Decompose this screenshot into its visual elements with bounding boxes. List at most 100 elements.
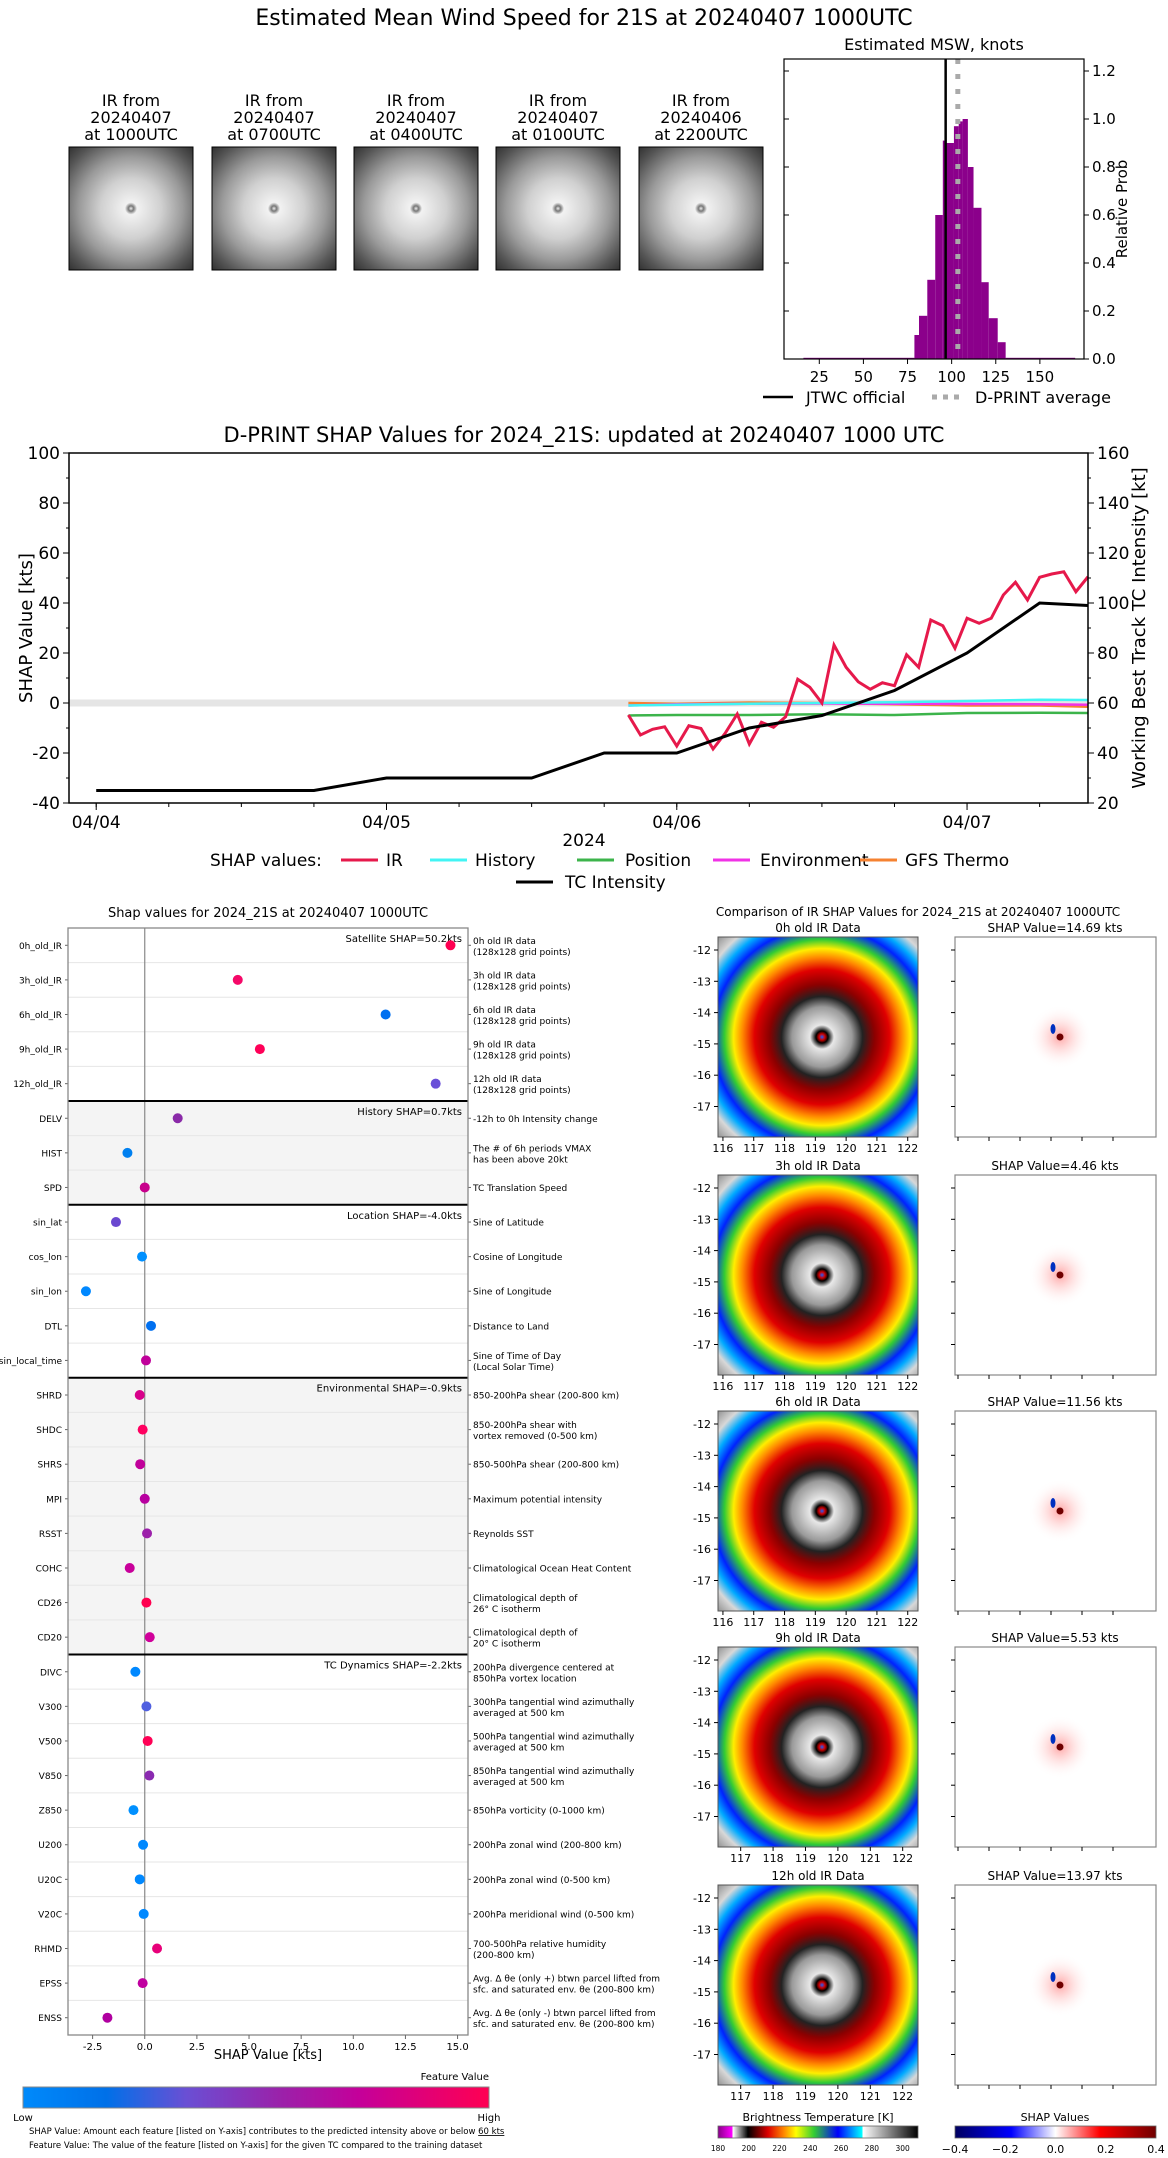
feature-description: Sine of Latitude [473,1219,544,1229]
shap-dot-DTL [146,1320,157,1331]
feature-name: cos_lon [29,1253,62,1263]
ir-panel-title: 3h old IR Data [775,1159,861,1173]
x-tick-label: 25 [810,368,829,386]
histogram-frame [783,58,1085,360]
feature-name: RSST [39,1530,63,1540]
feature-description: 12h old IR data [473,1075,542,1085]
y-tick-label: 0.4 [1092,254,1116,272]
lat-tick-label: -16 [693,1779,711,1792]
footnote-shap-baseline: 60 kts [478,2127,505,2137]
ir-brightness-map [718,1411,918,1611]
comparison-title: Comparison of IR SHAP Values for 2024_21… [716,905,1120,919]
shap-dot-EPSS [137,1978,148,1989]
lat-tick-label: -17 [693,1101,711,1114]
feature-description: 9h old IR data [473,1041,536,1051]
lat-tick-label: -12 [693,1892,711,1905]
y-tick-label: 1.2 [1092,62,1116,80]
legend-label: IR [386,851,403,871]
histogram-bar [935,215,943,359]
ir-thumbnail-image [68,146,194,271]
y-tick-label: 60 [38,544,60,564]
ir-map-frame [717,1410,919,1612]
shap-map-negative-blob [1050,1972,1056,1982]
feature-name: sin_lat [33,1219,62,1229]
ir-thumbnail-image [495,146,621,271]
lat-tick-label: -14 [693,1481,711,1494]
lon-tick-label: 121 [866,1380,887,1393]
x-tick-label: 2.5 [189,2042,205,2053]
feature-description: sfc. and saturated env. θe (200-800 km) [473,2020,655,2030]
shap-map-negative-blob [1050,1734,1056,1744]
feature-description: Climatological depth of [473,1594,578,1604]
legend-label: History [475,851,535,871]
feature-name: V20C [38,1910,62,1920]
feature-description: 850hPa tangential wind azimuthally [473,1767,635,1777]
shap-map-positive-blob [1056,1743,1064,1751]
lat-tick-label: -17 [693,2049,711,2062]
feature-description: (128x128 grid points) [473,1052,571,1062]
lat-tick-label: -12 [693,1654,711,1667]
thumbnail-title-line: IR from [387,91,445,110]
feature-name: V500 [39,1737,63,1747]
shap-dot-CD26 [141,1597,152,1608]
x-tick-label: 10.0 [342,2042,364,2053]
timeseries-xlabel: 2024 [562,831,605,851]
legend-label: GFS Thermo [905,851,1009,871]
colorbar-high-label: High [478,2113,501,2124]
series-line-position [628,711,1089,717]
lon-tick-label: 116 [712,1142,733,1155]
comparison-row-3: 9h old IR Data SHAP Value=5.53 kts -12 -13 -… [693,1631,1157,1865]
shap-plot-frame [67,927,469,2036]
x-tick-label: 04/06 [652,813,701,833]
histogram-ylabel: Relative Prob [1113,160,1131,259]
lat-tick-label: -14 [693,1007,711,1020]
ir-panel-title: 9h old IR Data [775,1631,861,1645]
group-label: Satellite SHAP=50.2kts [346,934,462,945]
y-tick-label: 80 [38,494,60,514]
feature-shap-plot: Shap values for 2024_21S at 20240407 100… [0,906,660,2151]
feature-name: V300 [39,1703,63,1713]
shap-map [954,1410,1157,1612]
feature-description: (128x128 grid points) [473,1017,571,1027]
lon-tick-label: 119 [805,1380,826,1393]
bt-colorbar-tick: 300 [895,2144,910,2153]
shap-panel-title: SHAP Value=11.56 kts [988,1395,1123,1409]
shap-panel-title: SHAP Value=13.97 kts [988,1869,1123,1883]
feature-name: EPSS [39,1980,62,1990]
x-tick-label: -2.5 [83,2042,103,2053]
x-tick-label: 7.5 [293,2042,309,2053]
feature-name: HIST [41,1149,62,1159]
lon-tick-label: 120 [836,1380,857,1393]
histogram-bar [973,207,982,359]
y-right-tick-label: 60 [1097,694,1119,714]
x-tick-label: 04/05 [362,813,411,833]
x-tick-label: 75 [898,368,917,386]
lat-tick-label: -16 [693,1543,711,1556]
feature-description: (128x128 grid points) [473,1086,571,1096]
x-tick-label: 125 [981,368,1010,386]
lat-tick-label: -15 [693,1748,711,1761]
lat-tick-label: -12 [693,1418,711,1431]
feature-description: 300hPa tangential wind azimuthally [473,1698,635,1708]
lon-tick-label: 119 [795,2090,816,2103]
thumbnail-title-line: at 0700UTC [227,125,321,144]
shap-panel-title: SHAP Value=4.46 kts [991,1159,1118,1173]
thumbnail-title-line: IR from [245,91,303,110]
feature-name: V850 [39,1772,63,1782]
feature-description: sfc. and saturated env. θe (200-800 km) [473,1986,655,1996]
lon-tick-label: 122 [897,1380,918,1393]
feature-description: (Local Solar Time) [473,1363,554,1373]
feature-description: Avg. Δ θe (only +) btwn parcel lifted fr… [473,1975,660,1985]
feature-description: vortex removed (0-500 km) [473,1432,597,1442]
thumbnail-title-line: at 1000UTC [84,125,178,144]
feature-name: sin_local_time [0,1357,62,1367]
feature-name: 3h_old_IR [19,976,62,986]
shap-dot-SHDC [137,1424,148,1435]
y-tick-label: 0.8 [1092,158,1116,176]
feature-name: 12h_old_IR [13,1080,62,1090]
shap-dot-sin_local_time [140,1355,151,1366]
feature-name: MPI [46,1495,62,1505]
